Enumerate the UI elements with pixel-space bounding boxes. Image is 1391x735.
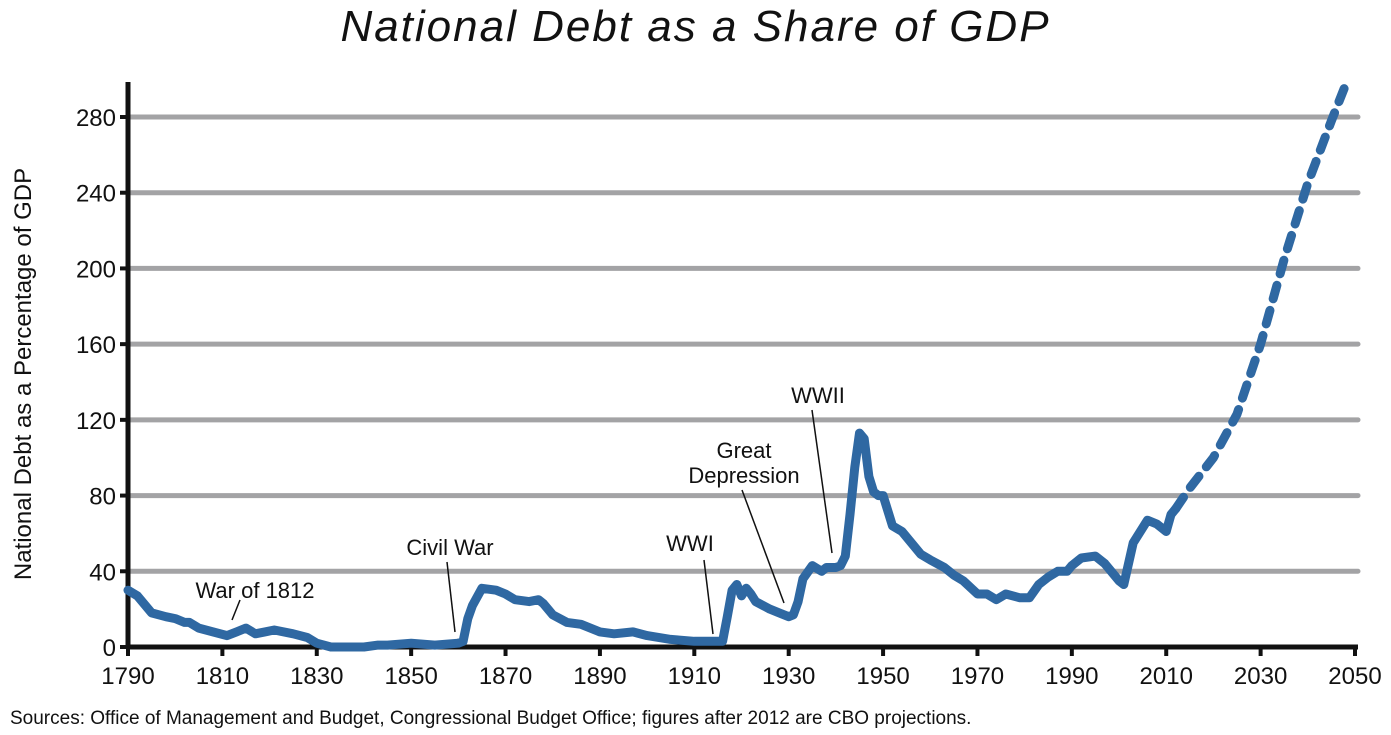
annotation-label: Civil War — [406, 535, 493, 560]
x-tick-label: 1830 — [290, 663, 343, 690]
x-tick-label: 2010 — [1140, 663, 1193, 690]
x-tick-label: 1990 — [1045, 663, 1098, 690]
chart-title: National Debt as a Share of GDP — [340, 2, 1051, 51]
annotation-label: WWII — [791, 383, 845, 408]
x-tick-label: 2050 — [1328, 663, 1381, 690]
annotation-leader-line — [703, 559, 714, 635]
x-tick-label: 1950 — [856, 663, 909, 690]
source-note: Sources: Office of Management and Budget… — [10, 708, 972, 729]
x-tick-label: 1970 — [951, 663, 1004, 690]
x-tick-label: 1850 — [384, 663, 437, 690]
projection-line — [1171, 80, 1351, 514]
x-tick-label: 1810 — [196, 663, 249, 690]
y-tick-label: 0 — [103, 635, 116, 662]
y-tick-label: 80 — [89, 484, 116, 511]
annotation-leader-line — [811, 409, 833, 554]
x-tick-label: 1890 — [573, 663, 626, 690]
annotation-label: Depression — [688, 463, 799, 488]
y-tick-label: 280 — [76, 105, 116, 132]
historical-line — [123, 428, 1181, 652]
y-tick-label: 200 — [76, 256, 116, 283]
annotation-leader-line — [741, 489, 785, 604]
y-tick-label: 240 — [76, 181, 116, 208]
y-tick-label: 40 — [89, 559, 116, 586]
x-tick-label: 2030 — [1234, 663, 1287, 690]
annotation-leader-line — [446, 561, 456, 633]
annotation-label: Great — [716, 438, 771, 463]
y-tick-label: 120 — [76, 408, 116, 435]
annotation-label: WWI — [666, 531, 714, 556]
annotation-label: War of 1812 — [195, 578, 314, 603]
y-tick-label: 160 — [76, 332, 116, 359]
annotation-leader-line — [231, 599, 241, 621]
x-tick-label: 1790 — [101, 663, 154, 690]
x-tick-label: 1930 — [762, 663, 815, 690]
x-tick-label: 1870 — [479, 663, 532, 690]
x-tick-label: 1910 — [668, 663, 721, 690]
